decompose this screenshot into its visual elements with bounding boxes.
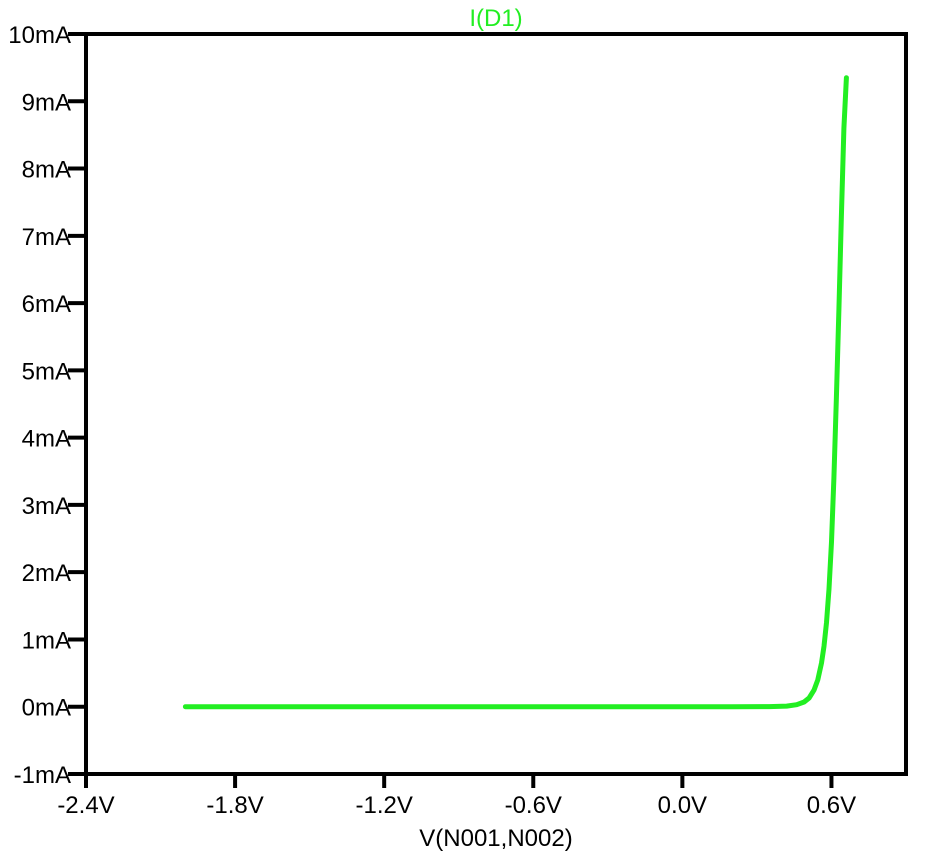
- y-tick-label: 1mA: [22, 627, 71, 654]
- x-tick-label: 0.6V: [807, 792, 856, 819]
- y-tick-label: -1mA: [14, 762, 71, 789]
- y-tick-label: 7mA: [22, 224, 71, 251]
- trace-title[interactable]: I(D1): [469, 5, 522, 32]
- x-tick-label: -1.2V: [355, 792, 412, 819]
- y-tick-label: 5mA: [22, 358, 71, 385]
- series-layer: [182, 75, 849, 710]
- x-axis-title[interactable]: V(N001,N002): [419, 825, 572, 852]
- x-tick-label: -1.8V: [206, 792, 263, 819]
- plot-frame: [84, 32, 908, 776]
- y-axis-ticks: -1mA 0mA 1mA 2mA 3mA 4mA 5mA 6mA 7mA 8mA 9mA 10mA: [8, 22, 86, 789]
- series-line-i-d1[interactable]: [182, 75, 849, 710]
- x-tick-label: -0.6V: [505, 792, 562, 819]
- y-tick-label: 6mA: [22, 291, 71, 318]
- y-tick-label: 2mA: [22, 560, 71, 587]
- y-tick-label: 9mA: [22, 89, 71, 116]
- y-tick-label: 0mA: [22, 695, 71, 722]
- y-tick-label: 8mA: [22, 157, 71, 184]
- x-tick-label: 0.0V: [658, 792, 707, 819]
- x-tick-label: -2.4V: [57, 792, 114, 819]
- y-tick-label: 4mA: [22, 426, 71, 453]
- y-tick-label: 10mA: [8, 22, 71, 49]
- x-axis-ticks: -2.4V -1.8V -1.2V -0.6V 0.0V 0.6V: [57, 774, 856, 819]
- y-tick-label: 3mA: [22, 493, 71, 520]
